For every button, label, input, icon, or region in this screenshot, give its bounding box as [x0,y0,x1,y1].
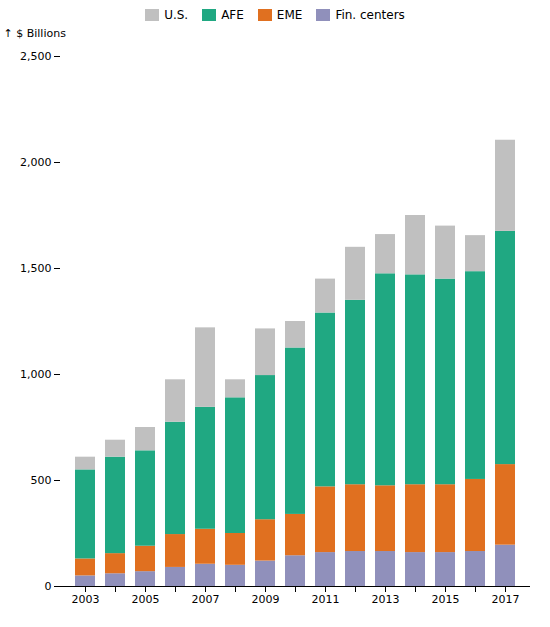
svg-text:2005: 2005 [132,593,160,606]
html-text:EME: EME [276,8,303,22]
svg-text:↑ $ Billions: ↑ $ Billions [4,27,67,40]
svg-text:2009: 2009 [252,593,280,606]
svg-text:500: 500 [31,474,52,487]
svg-text:2011: 2011 [312,593,340,606]
html-text:AFE: AFE [221,8,244,22]
svg-text:2,000: 2,000 [20,156,52,169]
svg-text:1,500: 1,500 [20,262,52,275]
svg-text:2007: 2007 [192,593,220,606]
svg-text:0: 0 [45,580,52,593]
svg-text:2017: 2017 [492,593,520,606]
svg-text:2,500: 2,500 [20,50,52,63]
html-text:Fin. centers: Fin. centers [335,8,405,22]
svg-text:2003: 2003 [72,593,100,606]
svg-text:1,000: 1,000 [20,368,52,381]
svg-text:2015: 2015 [432,593,460,606]
html-text:U.S.: U.S. [164,8,189,22]
svg-text:2013: 2013 [372,593,400,606]
